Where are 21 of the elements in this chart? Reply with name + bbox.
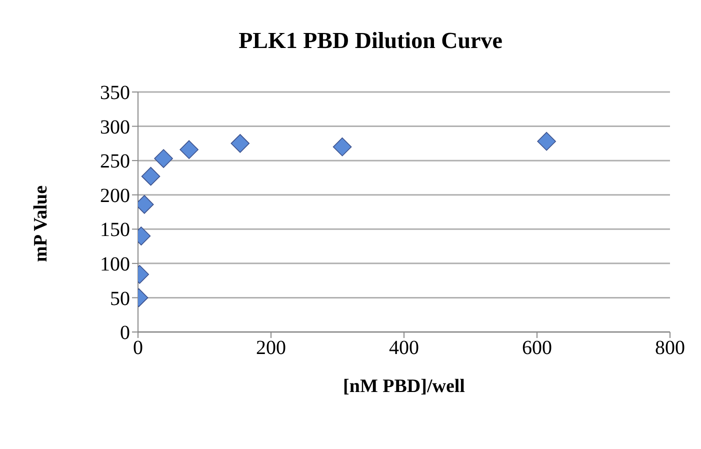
y-axis-title: mP Value: [30, 185, 52, 262]
y-tick-label: 300: [100, 116, 130, 138]
x-axis-title: [nM PBD]/well: [343, 376, 465, 397]
point: [180, 140, 198, 159]
x-tick-label: 200: [256, 337, 286, 360]
point: [537, 132, 556, 151]
point: [332, 137, 352, 156]
point: [154, 149, 173, 168]
y-tick-label: 150: [100, 219, 130, 242]
x-tick-label: 800: [655, 337, 685, 360]
x-tick-label: 600: [522, 337, 552, 360]
y-tick-label: 100: [100, 254, 130, 276]
y-tick-label: 50: [110, 288, 130, 310]
x-tick-label: 400: [389, 337, 419, 360]
point: [230, 134, 250, 153]
y-tick-label: 200: [100, 184, 130, 207]
y-tick-label: 0: [120, 322, 130, 344]
y-tick-label: 250: [100, 150, 130, 173]
point: [141, 166, 160, 186]
y-tick-label: 350: [100, 82, 130, 104]
chart-title: PLK1 PBD Dilution Curve: [238, 27, 504, 54]
